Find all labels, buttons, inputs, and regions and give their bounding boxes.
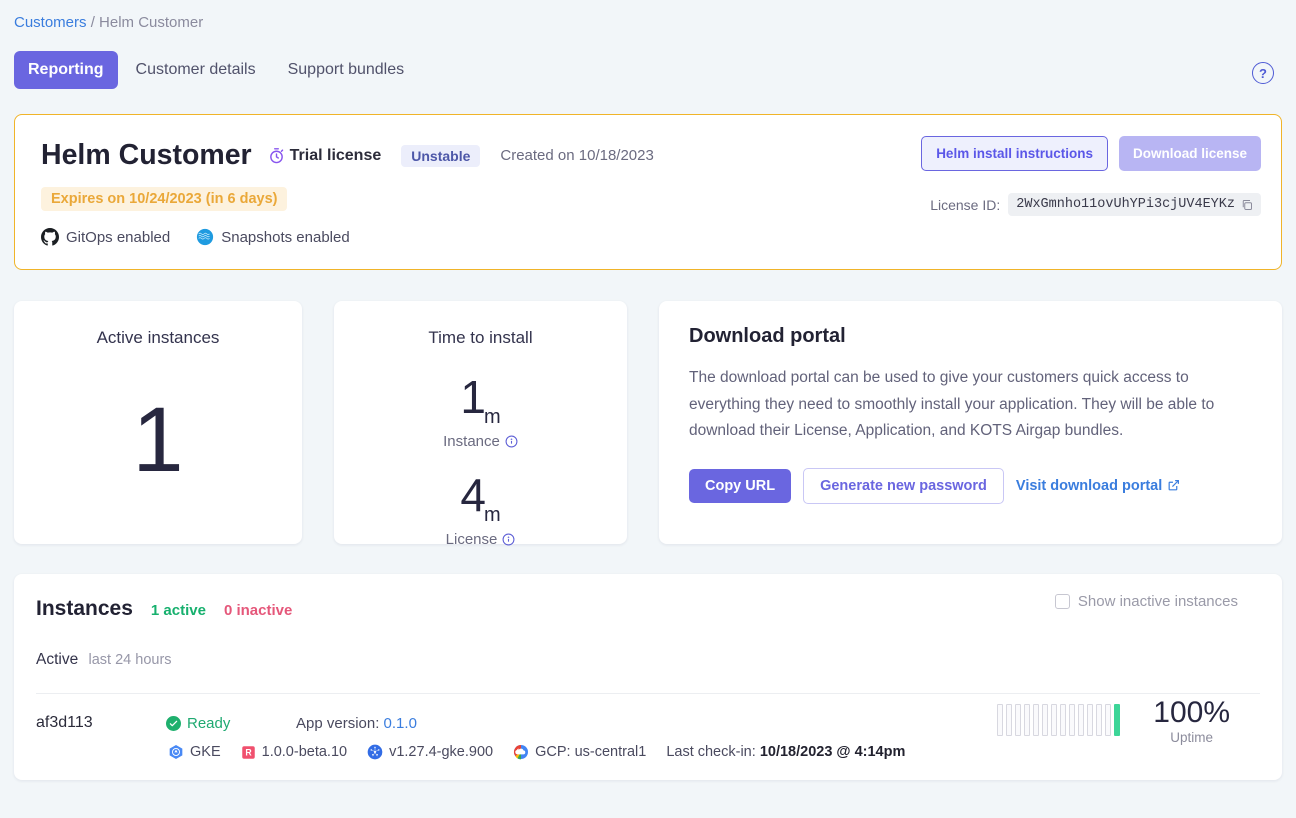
svg-text:R: R [245, 747, 252, 757]
